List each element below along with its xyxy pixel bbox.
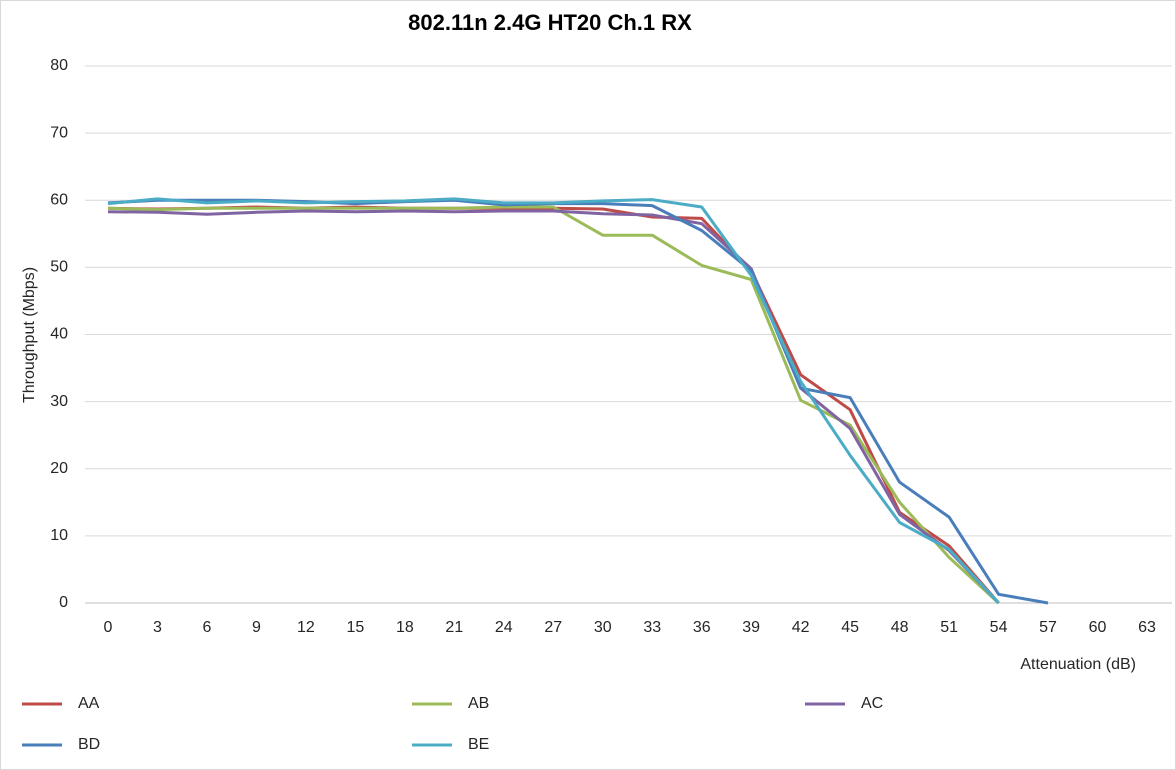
y-tick-label: 40	[50, 326, 68, 343]
x-tick-label: 39	[742, 619, 760, 636]
series-line	[107, 205, 1000, 605]
y-tick-label: 10	[50, 527, 68, 544]
x-tick-label: 33	[643, 619, 661, 636]
x-axis-label: Attenuation (dB)	[1020, 656, 1136, 673]
y-tick-label: 80	[50, 57, 68, 74]
y-tick-label: 20	[50, 460, 68, 477]
legend-label: AA	[78, 695, 100, 712]
x-tick-label: 60	[1089, 619, 1107, 636]
x-tick-label: 45	[841, 619, 859, 636]
y-tick-label: 60	[50, 191, 68, 208]
x-tick-label: 3	[153, 619, 162, 636]
x-tick-label: 57	[1039, 619, 1057, 636]
legend-label: AC	[861, 695, 883, 712]
x-tick-label: 48	[891, 619, 909, 636]
x-tick-label: 6	[202, 619, 211, 636]
x-tick-label: 0	[104, 619, 113, 636]
x-tick-label: 42	[792, 619, 810, 636]
legend-label: AB	[468, 695, 489, 712]
x-tick-label: 18	[396, 619, 414, 636]
x-tick-label: 30	[594, 619, 612, 636]
x-tick-label: 12	[297, 619, 315, 636]
x-tick-label: 24	[495, 619, 513, 636]
x-tick-label: 63	[1138, 619, 1156, 636]
x-tick-label: 54	[990, 619, 1008, 636]
chart-title: 802.11n 2.4G HT20 Ch.1 RX	[408, 10, 692, 35]
x-tick-label: 51	[940, 619, 958, 636]
x-tick-label: 36	[693, 619, 711, 636]
x-tick-label: 9	[252, 619, 261, 636]
legend-label: BE	[468, 736, 489, 753]
x-tick-label: 15	[346, 619, 364, 636]
y-tick-label: 70	[50, 124, 68, 141]
series-line	[107, 197, 1000, 605]
y-tick-label: 0	[59, 594, 68, 611]
x-tick-label: 21	[445, 619, 463, 636]
legend-label: BD	[78, 736, 100, 753]
y-tick-label: 50	[50, 259, 68, 276]
x-tick-label: 27	[544, 619, 562, 636]
series-line	[107, 209, 1000, 605]
y-tick-label: 30	[50, 393, 68, 410]
y-axis-label: Throughput (Mbps)	[21, 267, 38, 403]
